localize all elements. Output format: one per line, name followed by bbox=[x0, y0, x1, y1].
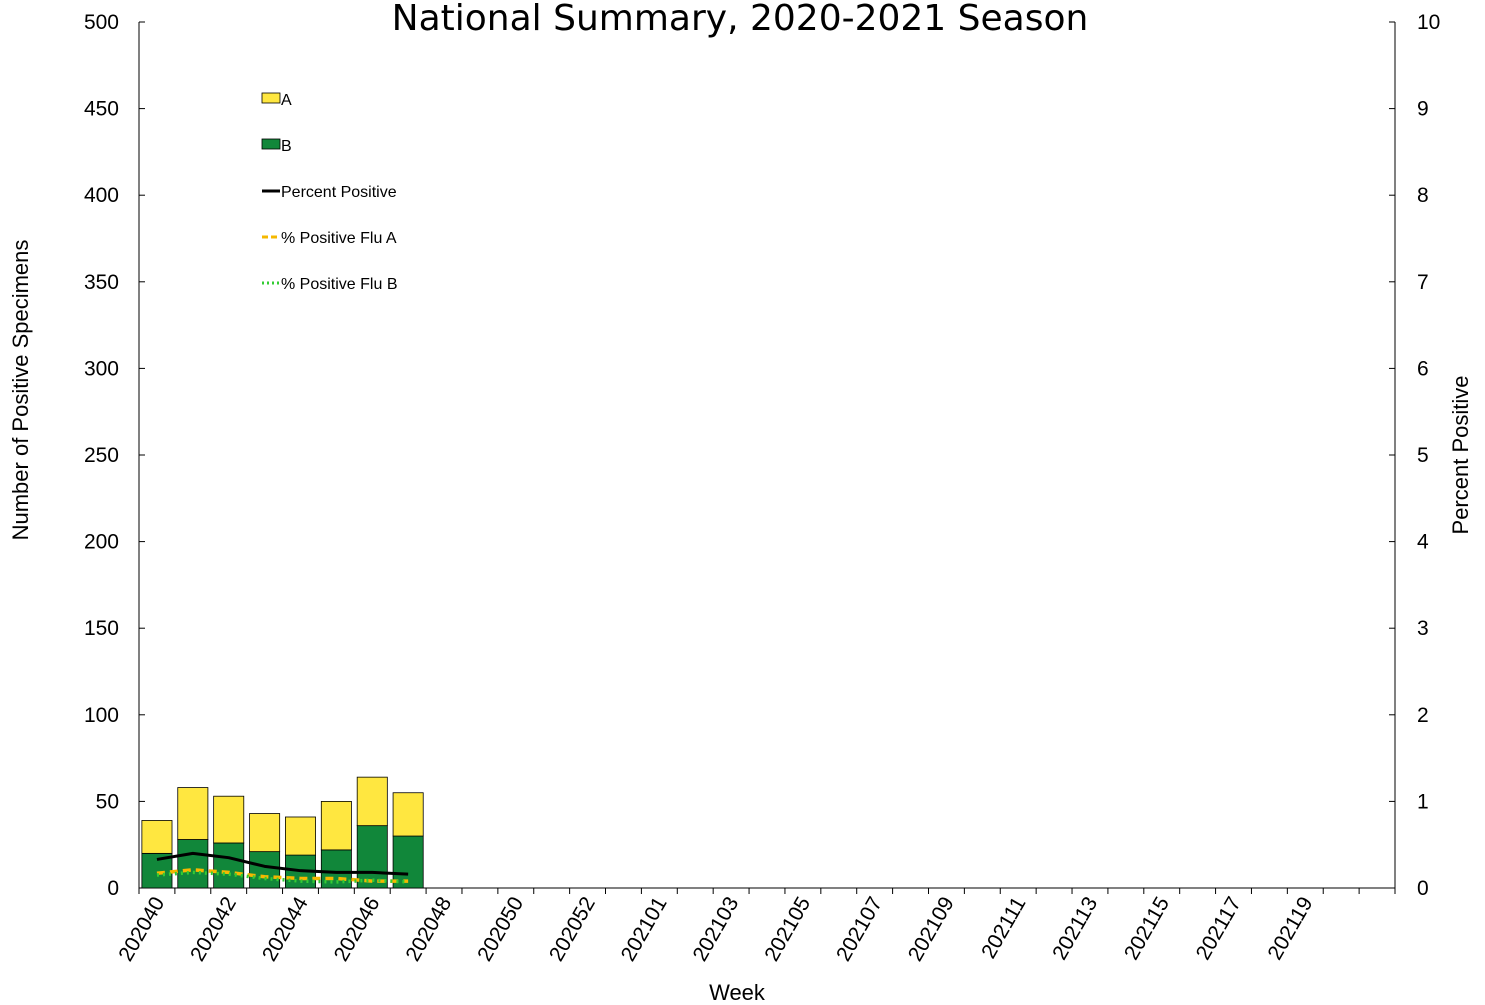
y-axis-right-title: Percent Positive bbox=[1448, 376, 1473, 535]
y-tick-label-left: 500 bbox=[84, 11, 119, 34]
line-positive-flu-b bbox=[156, 870, 409, 884]
legend-label: % Positive Flu A bbox=[281, 230, 397, 247]
bar-a bbox=[213, 795, 245, 844]
y-tick-label-right: 5 bbox=[1417, 444, 1429, 467]
legend-swatch bbox=[261, 138, 281, 150]
x-tick-label: 202050 bbox=[473, 893, 528, 965]
bar-b bbox=[177, 839, 209, 889]
y-axis-left-title: Number of Positive Specimens bbox=[8, 240, 33, 541]
legend-label: A bbox=[281, 92, 292, 109]
legend-swatch bbox=[261, 92, 281, 104]
y-tick-label-right: 3 bbox=[1417, 617, 1429, 640]
legend: A B Percent Positive % Positive Flu A % Posi… bbox=[261, 92, 397, 293]
x-tick-label: 202115 bbox=[1120, 893, 1174, 964]
bar-b bbox=[213, 842, 245, 889]
x-tick-label: 202105 bbox=[760, 893, 815, 965]
y-tick-label-left: 350 bbox=[84, 271, 119, 294]
y-tick-label-right: 7 bbox=[1417, 271, 1429, 294]
bar-b bbox=[249, 851, 281, 889]
x-tick-label: 202103 bbox=[688, 893, 743, 965]
y-tick-label-left: 200 bbox=[84, 531, 119, 554]
y-tick-label-right: 6 bbox=[1417, 357, 1429, 380]
x-tick-label: 202113 bbox=[1048, 893, 1102, 964]
y-tick-label-left: 250 bbox=[84, 444, 119, 467]
legend-label: % Positive Flu B bbox=[281, 276, 397, 293]
bar-a bbox=[177, 787, 209, 840]
y-tick-label-right: 4 bbox=[1417, 531, 1429, 554]
y-tick-label-right: 9 bbox=[1417, 98, 1429, 121]
y-tick-label-right: 10 bbox=[1417, 11, 1440, 34]
x-tick-label: 202052 bbox=[545, 893, 600, 965]
bar-b bbox=[356, 825, 388, 889]
y-tick-label-left: 0 bbox=[107, 877, 119, 900]
x-tick-label: 202109 bbox=[904, 893, 959, 965]
legend-label: B bbox=[281, 138, 292, 155]
y-tick-label-right: 1 bbox=[1417, 790, 1429, 813]
x-tick-label: 202101 bbox=[617, 893, 672, 965]
x-tick-label: 202046 bbox=[330, 893, 385, 965]
y-tick-label-right: 0 bbox=[1417, 877, 1429, 900]
y-tick-label-left: 100 bbox=[84, 704, 119, 727]
x-tick-label: 202042 bbox=[186, 893, 241, 965]
x-axis-title: Week bbox=[709, 980, 766, 1005]
x-tick-label: 202117 bbox=[1192, 893, 1246, 964]
legend-label: Percent Positive bbox=[281, 184, 397, 201]
line-percent-positive bbox=[156, 851, 409, 876]
y-tick-label-left: 50 bbox=[96, 790, 119, 813]
bar-a bbox=[141, 820, 173, 854]
x-tick-label: 202048 bbox=[401, 893, 456, 965]
bar-a bbox=[249, 813, 281, 853]
y-tick-label-left: 300 bbox=[84, 357, 119, 380]
x-tick-label: 202040 bbox=[114, 893, 169, 965]
y-tick-label-right: 2 bbox=[1417, 704, 1429, 727]
y-tick-label-left: 400 bbox=[84, 184, 119, 207]
y-tick-label-left: 150 bbox=[84, 617, 119, 640]
y-tick-label-right: 8 bbox=[1417, 184, 1429, 207]
x-tick-label: 202111 bbox=[977, 893, 1030, 962]
x-tick-label: 202107 bbox=[832, 893, 887, 965]
bar-a bbox=[392, 792, 424, 837]
line-positive-flu-a bbox=[156, 868, 409, 883]
y-tick-label-left: 450 bbox=[84, 98, 119, 121]
chart-title: National Summary, 2020-2021 Season bbox=[392, 0, 1089, 39]
x-tick-label: 202119 bbox=[1263, 893, 1317, 964]
bar-a bbox=[320, 801, 352, 851]
bar-a bbox=[356, 776, 388, 827]
bar-a bbox=[285, 816, 316, 856]
x-tick-label: 202044 bbox=[258, 893, 313, 965]
